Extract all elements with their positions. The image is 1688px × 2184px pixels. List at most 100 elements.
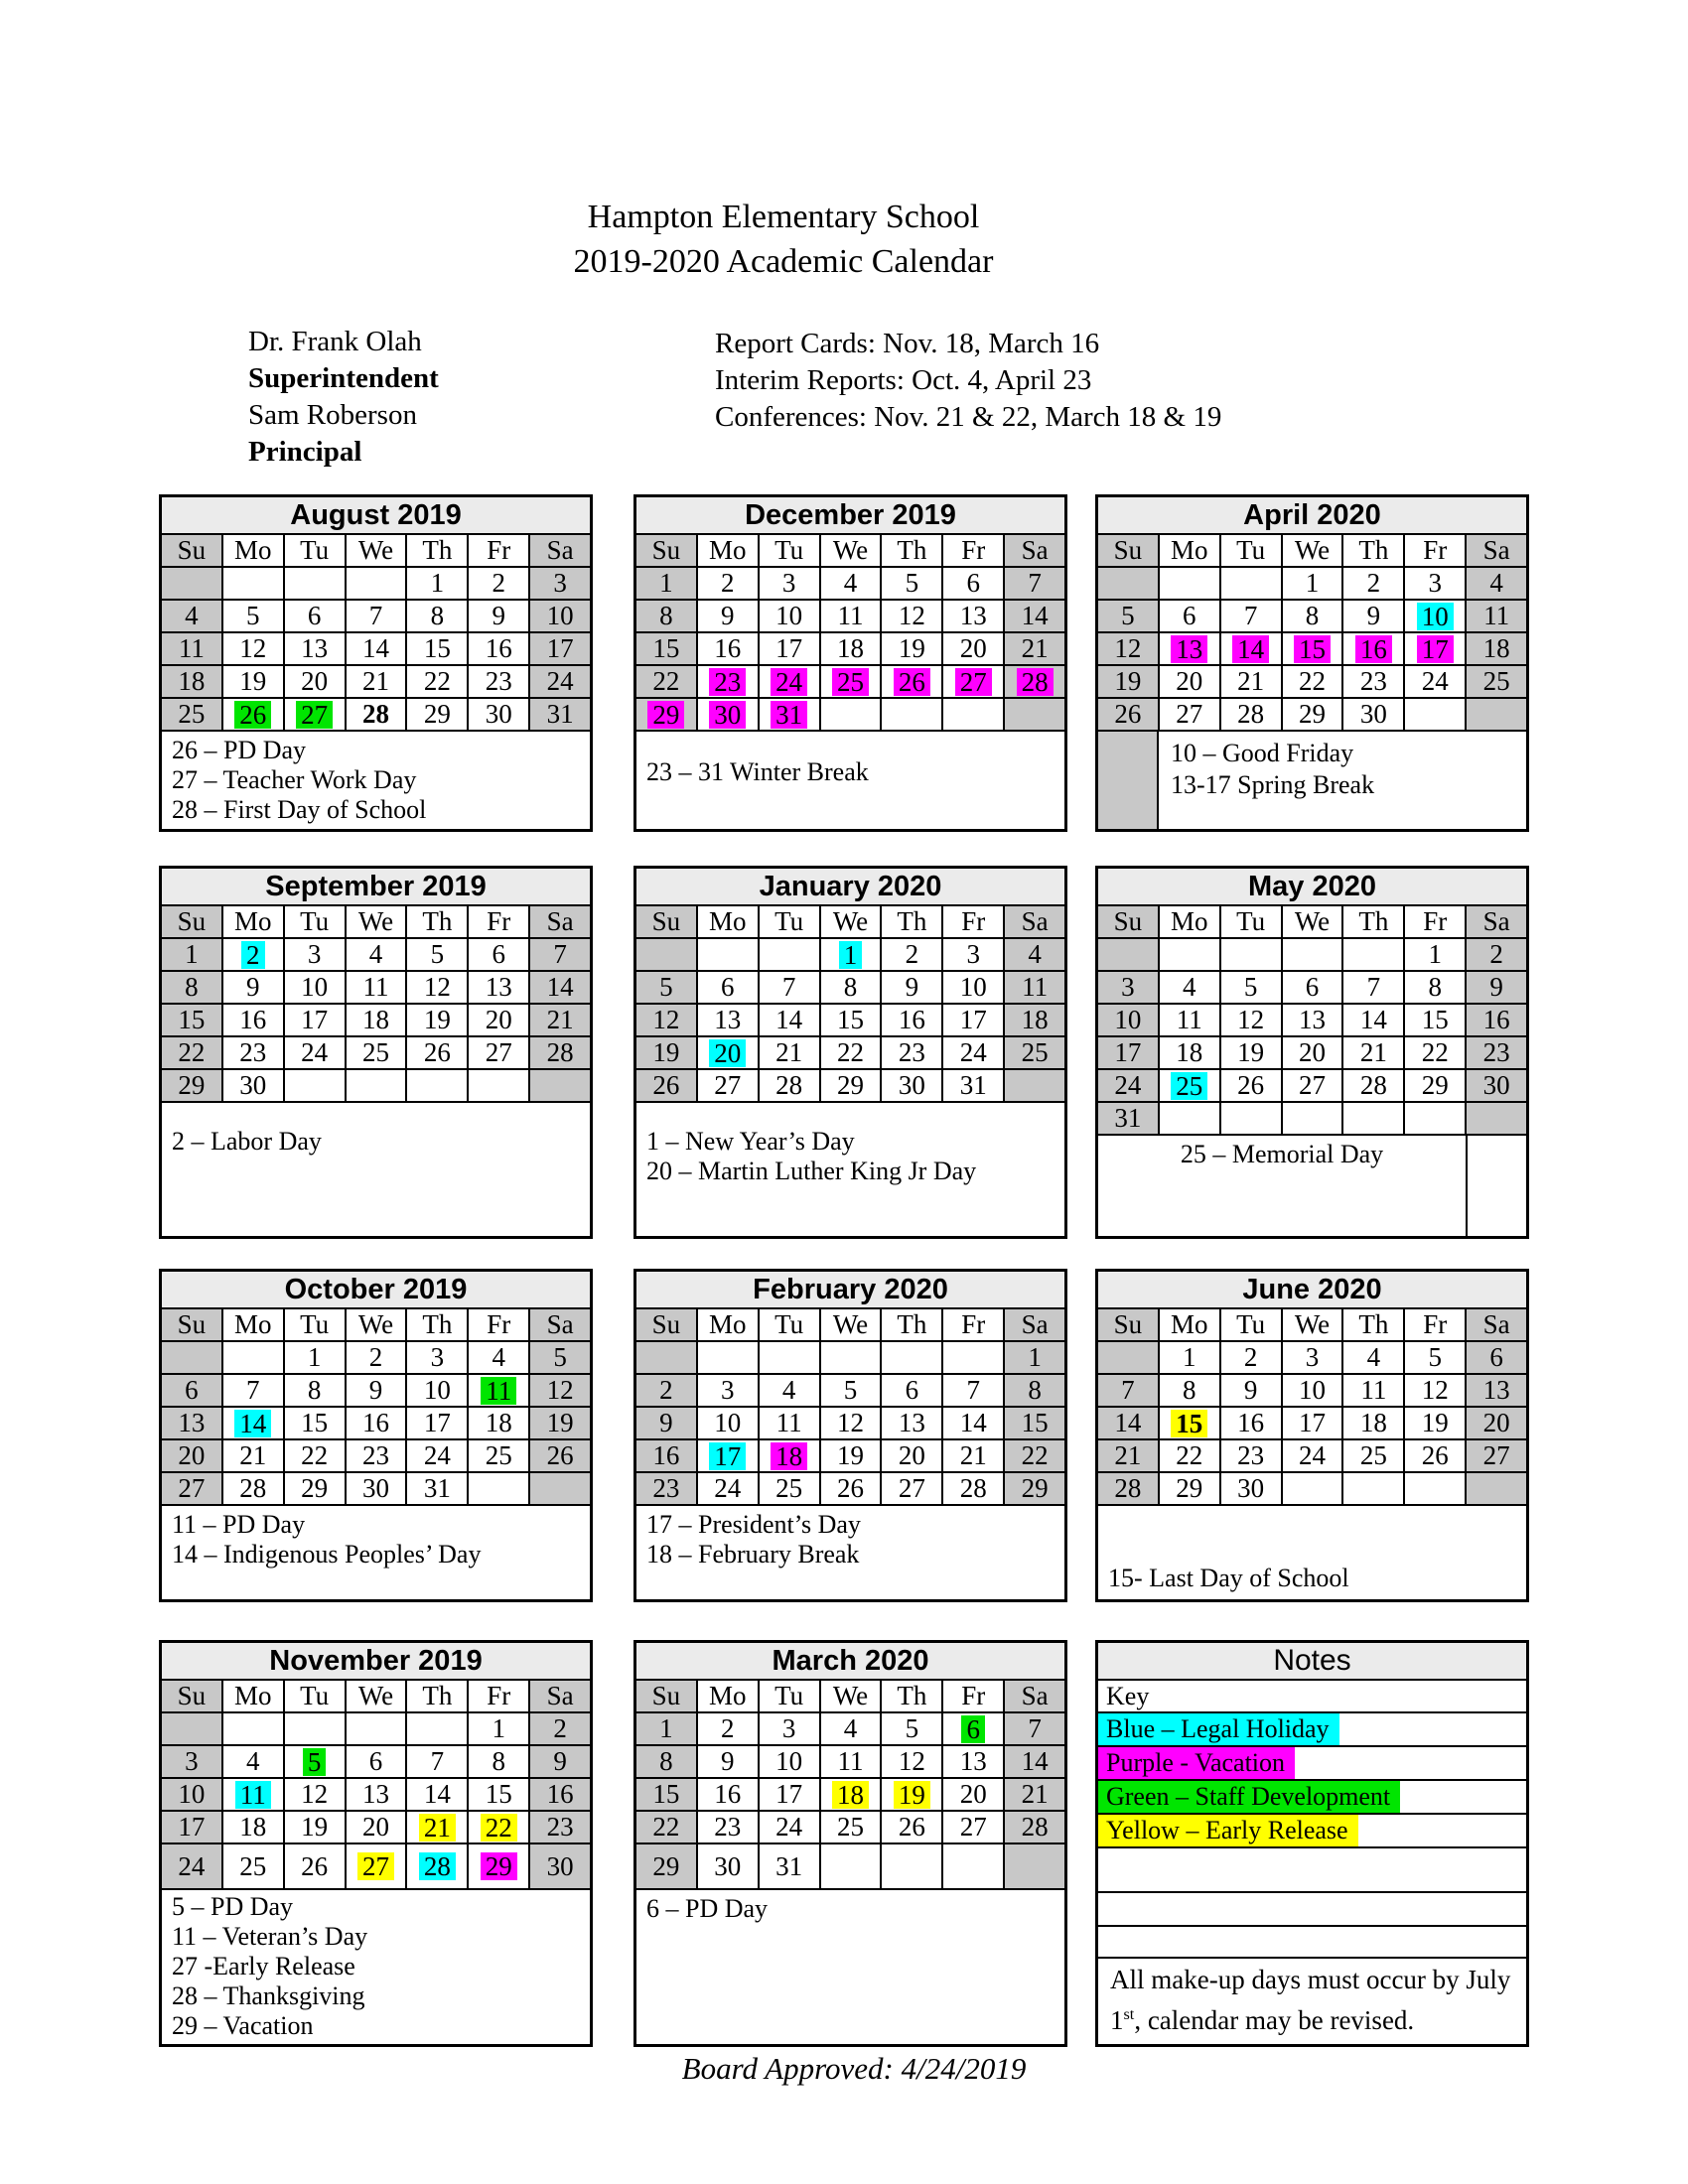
day-header: Su	[1098, 535, 1160, 566]
date-number: 9	[1243, 1375, 1258, 1405]
date-number: 5	[905, 568, 919, 598]
date-cell: 8	[162, 972, 223, 1003]
date-number: 29	[1299, 699, 1326, 729]
date-number: 31	[423, 1473, 451, 1503]
date-cell: 12	[1405, 1375, 1468, 1406]
day-header: Su	[162, 906, 223, 937]
date-number: 23	[1482, 1037, 1510, 1067]
date-cell: 21	[530, 1005, 590, 1035]
date-number: 5	[302, 1747, 327, 1776]
date-cell: 29	[636, 699, 698, 730]
date-cell: 7	[760, 972, 821, 1003]
date-cell: 28	[1343, 1070, 1406, 1101]
date-cell	[821, 1844, 883, 1888]
key-label: Green – Staff Development	[1098, 1781, 1401, 1813]
date-cell: 27	[1160, 699, 1221, 730]
date-cell: 1	[821, 939, 883, 970]
date-cell: 2	[636, 1375, 698, 1406]
month-notes: 11 – PD Day 14 – Indigenous Peoples’ Day	[162, 1506, 590, 1599]
date-cell: 24	[162, 1844, 223, 1888]
date-number: 31	[959, 1070, 987, 1100]
date-number: 23	[1359, 666, 1387, 696]
date-number: 15	[178, 1005, 206, 1034]
day-header-row: Su Mo Tu We Th Fr Sa	[636, 906, 1064, 939]
date-cell: 3	[760, 568, 821, 599]
date-cell: 19	[223, 666, 285, 697]
date-number: 27	[1176, 699, 1203, 729]
month-title: January 2020	[636, 869, 1064, 906]
date-cell: 8	[821, 972, 883, 1003]
date-number: 14	[234, 1409, 272, 1437]
day-header: Mo	[223, 535, 285, 566]
date-cell: 14	[347, 633, 408, 664]
date-number: 29	[178, 1070, 206, 1100]
date-number: 6	[905, 1375, 919, 1405]
day-header-row: Su Mo Tu We Th Fr Sa	[636, 1309, 1064, 1342]
date-cell: 23	[1221, 1440, 1283, 1471]
date-number: 10	[423, 1375, 451, 1405]
day-header: Tu	[1221, 1309, 1283, 1340]
date-number: 20	[1176, 666, 1203, 696]
date-cell: 26	[636, 1070, 698, 1101]
date-cell: 23	[1467, 1037, 1526, 1068]
date-cell: 19	[882, 633, 944, 664]
date-cell: 18	[1160, 1037, 1221, 1068]
date-cell: 16	[882, 1005, 944, 1035]
date-cell: 21	[1005, 1779, 1064, 1810]
date-cell: 2	[882, 939, 944, 970]
day-header: Su	[636, 535, 698, 566]
date-cell: 15	[1005, 1408, 1064, 1438]
date-cell: 18	[821, 633, 883, 664]
date-cell: 28	[407, 1844, 470, 1888]
date-number: 21	[546, 1005, 574, 1034]
day-header: Fr	[469, 1309, 531, 1340]
date-cell: 26	[285, 1844, 347, 1888]
week-row: 22 23 24 25 26 27 28	[636, 666, 1064, 699]
date-cell: 28	[223, 1473, 285, 1504]
week-row: 4 5 6 7 8 9 10	[162, 601, 590, 633]
date-cell	[1160, 1103, 1221, 1134]
date-number: 22	[1421, 1037, 1449, 1067]
date-cell: 14	[943, 1408, 1006, 1438]
date-cell: 15	[162, 1005, 223, 1035]
date-cell: 9	[698, 601, 760, 631]
date-number: 18	[771, 1441, 808, 1470]
week-row: 26 27 28 29 30	[1098, 699, 1526, 732]
date-number: 13	[362, 1779, 389, 1809]
date-cell: 29	[469, 1844, 531, 1888]
date-number: 8	[843, 972, 858, 1002]
interim-reports-line: Interim Reports: Oct. 4, April 23	[715, 364, 1092, 396]
date-cell: 11	[223, 1779, 285, 1810]
date-number: 21	[418, 1813, 456, 1842]
date-number: 10	[178, 1779, 206, 1809]
date-number: 31	[546, 699, 574, 729]
date-number: 6	[307, 601, 322, 630]
date-cell	[821, 699, 883, 730]
day-header: Th	[407, 1681, 470, 1711]
day-header: Su	[1098, 1309, 1160, 1340]
day-header-row: Su Mo Tu We Th Fr Sa	[636, 1681, 1064, 1713]
date-number: 4	[1489, 568, 1503, 598]
date-number: 11	[1176, 1005, 1202, 1034]
staff-name: Sam Roberson	[248, 399, 417, 431]
date-number: 16	[239, 1005, 267, 1034]
key-label: Key	[1106, 1681, 1150, 1710]
date-cell: 30	[530, 1844, 590, 1888]
date-cell: 16	[698, 633, 760, 664]
calendar-september-2019: September 2019 Su Mo Tu We Th Fr Sa 1 2 3 4 5 6 7 8 9 10 1…	[159, 866, 593, 1239]
week-row: 12 13 14 15 16 17 18	[1098, 633, 1526, 666]
date-number: 29	[837, 1070, 864, 1100]
date-cell: 22	[636, 666, 698, 697]
week-row: 23 24 25 26 27 28 29	[636, 1473, 1064, 1506]
date-number: 10	[301, 972, 329, 1002]
date-number: 8	[659, 1746, 673, 1776]
weekend-column-strip	[1098, 732, 1159, 829]
week-row: 5 6 7 8 9 10 11	[1098, 601, 1526, 633]
date-cell: 12	[223, 633, 285, 664]
date-cell: 13	[943, 601, 1006, 631]
date-cell: 6	[943, 1713, 1006, 1744]
date-number: 11	[1483, 601, 1510, 630]
day-header: Th	[407, 1309, 470, 1340]
date-number: 21	[1359, 1037, 1387, 1067]
date-number: 23	[239, 1037, 267, 1067]
